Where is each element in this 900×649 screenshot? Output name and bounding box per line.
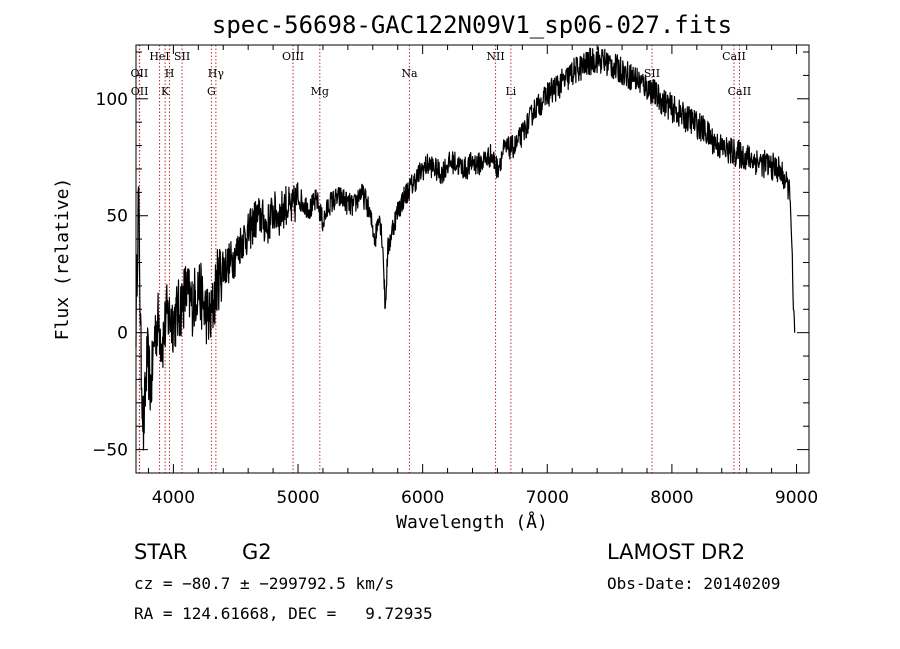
spectrum-line <box>135 46 796 451</box>
coordinates: RA = 124.61668, DEC = 9.72935 <box>134 604 433 623</box>
obs-date: Obs-Date: 20140209 <box>607 574 781 593</box>
y-tick-label-0: −50 <box>92 441 128 461</box>
x-axis-label: Wavelength (Å) <box>396 511 548 533</box>
object-subclass: G2 <box>242 540 272 564</box>
axis-ticks: 4000 5000 6000 7000 8000 9000 −50 0 50 100 <box>92 45 818 508</box>
line-label-0: OII <box>131 67 149 80</box>
x-tick-label-3: 7000 <box>526 488 569 508</box>
chart-title: spec-56698-GAC122N09V1_sp06-027.fits <box>212 11 732 39</box>
x-tick-label-0: 4000 <box>152 488 195 508</box>
line-label-6: Hγ <box>208 67 225 80</box>
y-axis-label: Flux (relative) <box>52 178 73 341</box>
line-label-7: G <box>207 85 216 98</box>
y-tick-label-3: 100 <box>96 90 128 110</box>
x-tick-label-2: 6000 <box>401 488 444 508</box>
x-tick-label-4: 8000 <box>650 488 693 508</box>
line-label-10: Na <box>401 67 418 80</box>
line-label-4: H <box>165 67 175 80</box>
line-label-5: K <box>161 85 170 98</box>
y-tick-label-2: 50 <box>106 207 128 227</box>
line-label-15: CaII <box>728 85 752 98</box>
line-label-14: CaII <box>722 50 746 63</box>
line-label-3: SII <box>174 50 190 63</box>
redshift-info: cz = −80.7 ± −299792.5 km/s <box>134 574 395 593</box>
survey-name: LAMOST DR2 <box>607 540 746 564</box>
line-label-11: NII <box>486 50 504 63</box>
line-label-1: OII <box>131 85 149 98</box>
object-class: STAR <box>134 540 188 564</box>
line-label-12: Li <box>505 85 516 98</box>
line-label-9: Mg <box>311 85 329 98</box>
line-label-13: SII <box>644 67 660 80</box>
plot-frame <box>135 44 810 474</box>
y-tick-label-1: 0 <box>117 324 128 344</box>
spectral-line-markers <box>138 45 740 473</box>
line-label-8: OIII <box>282 50 304 63</box>
x-tick-label-5: 9000 <box>775 488 818 508</box>
line-label-2: HeI <box>149 50 169 63</box>
x-tick-label-1: 5000 <box>276 488 319 508</box>
